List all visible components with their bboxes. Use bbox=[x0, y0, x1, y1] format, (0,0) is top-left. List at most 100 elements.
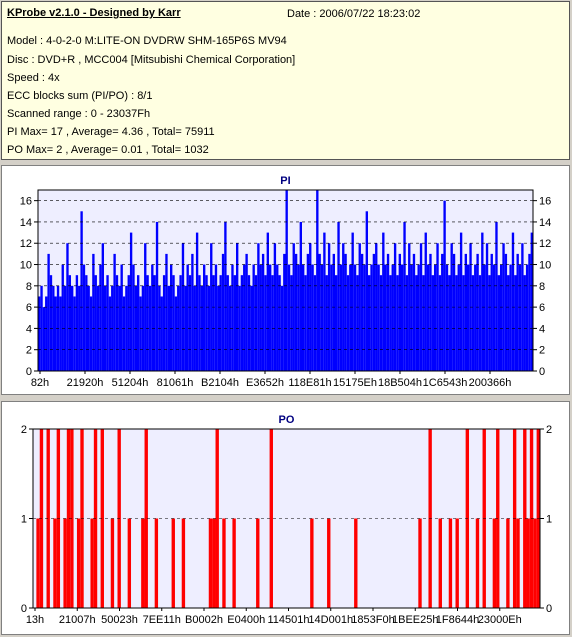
bar bbox=[443, 200, 446, 371]
bar bbox=[179, 275, 182, 371]
bar bbox=[174, 296, 178, 371]
bar bbox=[327, 243, 331, 371]
bar bbox=[224, 221, 227, 371]
info-line-pi-stats: PI Max= 17 , Average= 4.36 , Total= 7591… bbox=[7, 126, 215, 138]
plot-border bbox=[32, 428, 541, 609]
bar bbox=[287, 264, 291, 371]
bar bbox=[495, 221, 498, 371]
bar bbox=[80, 211, 83, 371]
y-tick-label: 16 bbox=[539, 196, 551, 208]
bar bbox=[92, 253, 95, 371]
bar bbox=[269, 429, 273, 608]
bar bbox=[214, 264, 218, 371]
x-tick-label: 118E81h bbox=[288, 377, 331, 389]
bar bbox=[330, 264, 333, 371]
bar bbox=[76, 518, 81, 608]
x-tick-label: 50023h bbox=[101, 614, 138, 626]
bar bbox=[203, 264, 206, 371]
bar bbox=[271, 275, 274, 371]
bar bbox=[452, 253, 456, 371]
bar bbox=[66, 429, 71, 608]
bar bbox=[485, 243, 489, 371]
bar bbox=[504, 253, 508, 371]
bar bbox=[408, 243, 411, 371]
bar bbox=[90, 518, 94, 608]
bar bbox=[59, 296, 62, 371]
bar bbox=[429, 253, 432, 371]
bar bbox=[259, 264, 262, 371]
bar bbox=[148, 285, 152, 371]
bar bbox=[297, 264, 300, 371]
bar bbox=[110, 518, 115, 608]
bar bbox=[36, 518, 40, 608]
bar bbox=[389, 275, 392, 371]
y-tick-label: 4 bbox=[539, 323, 545, 335]
bar bbox=[518, 264, 522, 371]
y-tick-label: 2 bbox=[21, 424, 27, 436]
y-tick-label: 0 bbox=[26, 366, 32, 378]
bar bbox=[294, 253, 298, 371]
info-line-ecc: ECC blocks sum (PI/PO) : 8/1 bbox=[7, 90, 153, 102]
x-tick-label: 81061h bbox=[157, 377, 194, 389]
bar bbox=[382, 232, 385, 371]
bar bbox=[464, 253, 467, 371]
bar bbox=[108, 296, 112, 371]
bar bbox=[47, 253, 50, 371]
bar bbox=[455, 275, 458, 371]
x-tick-label: 15175Eh bbox=[333, 377, 377, 389]
bar bbox=[431, 275, 434, 371]
chart-title: PO bbox=[279, 414, 295, 426]
bar bbox=[46, 429, 50, 608]
bar bbox=[521, 243, 524, 371]
bar bbox=[476, 253, 479, 371]
bar bbox=[323, 232, 326, 371]
bar bbox=[422, 275, 425, 371]
bar bbox=[393, 243, 397, 371]
bar bbox=[377, 264, 380, 371]
bar bbox=[500, 264, 503, 371]
bar bbox=[403, 221, 406, 371]
bar bbox=[66, 243, 69, 371]
bar bbox=[283, 253, 286, 371]
bar bbox=[410, 264, 413, 371]
bar bbox=[160, 296, 163, 371]
bar bbox=[100, 429, 104, 608]
bar bbox=[492, 518, 497, 608]
info-line-speed: Speed : 4x bbox=[7, 72, 60, 84]
bar bbox=[264, 275, 267, 371]
y-tick-label: 2 bbox=[546, 424, 552, 436]
bar bbox=[497, 275, 500, 371]
bar bbox=[212, 275, 215, 371]
x-tick-label: B0002h bbox=[185, 614, 223, 626]
bar bbox=[162, 275, 166, 371]
y-tick-label: 1 bbox=[21, 514, 27, 526]
bar bbox=[478, 275, 482, 371]
bar bbox=[356, 275, 359, 371]
bar bbox=[276, 264, 279, 371]
bar bbox=[342, 243, 345, 371]
bar bbox=[509, 264, 512, 371]
bar bbox=[257, 243, 260, 371]
bar bbox=[210, 243, 213, 371]
bar bbox=[426, 264, 430, 371]
bar bbox=[125, 285, 128, 371]
bar bbox=[313, 275, 317, 371]
bar bbox=[254, 275, 258, 371]
bar bbox=[363, 264, 366, 371]
bar bbox=[167, 285, 170, 371]
bar bbox=[53, 518, 57, 608]
bar bbox=[299, 221, 302, 371]
x-tick-label: 21007h bbox=[59, 614, 96, 626]
bar bbox=[191, 253, 194, 371]
bar bbox=[85, 275, 88, 371]
bar bbox=[154, 518, 159, 608]
bar bbox=[278, 275, 281, 371]
bar bbox=[384, 264, 387, 371]
bar bbox=[318, 253, 321, 371]
bar bbox=[533, 518, 537, 608]
bar bbox=[455, 518, 459, 608]
bar bbox=[144, 429, 148, 608]
bar bbox=[75, 275, 79, 371]
bar bbox=[240, 275, 244, 371]
bar bbox=[327, 518, 331, 608]
